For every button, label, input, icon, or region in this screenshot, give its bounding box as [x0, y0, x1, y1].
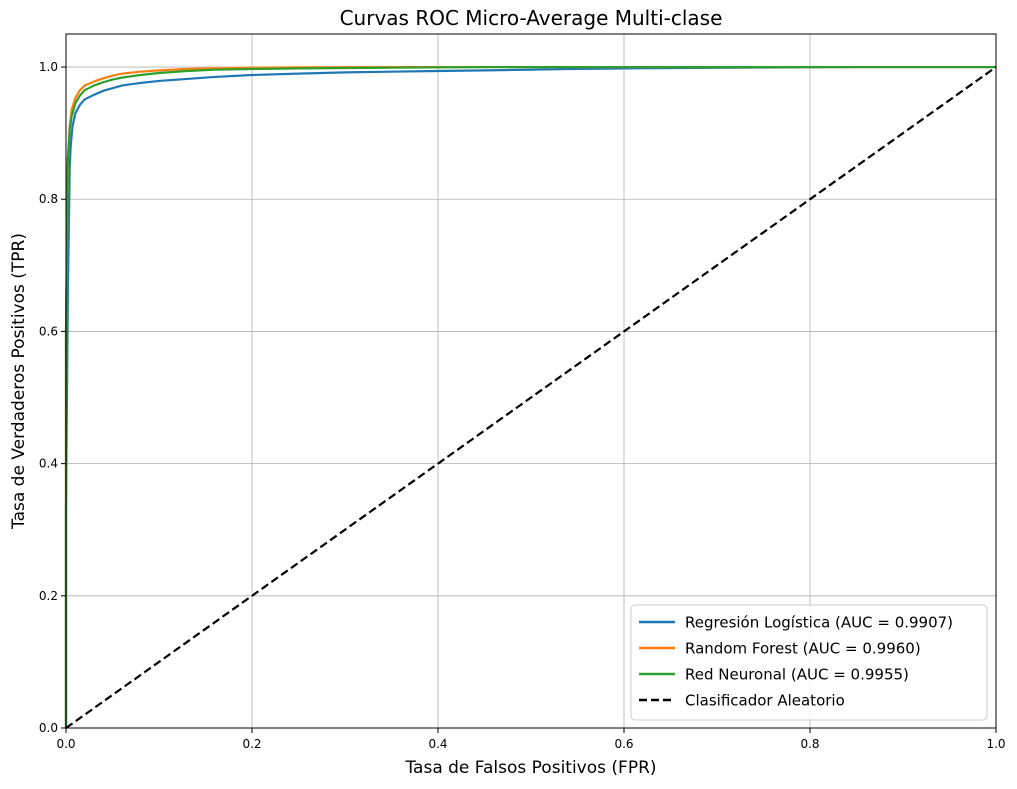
series-line-red-neuronal [64, 65, 996, 728]
plot-frame [65, 33, 997, 729]
x-tick-label: 0.2 [242, 737, 261, 751]
y-tick-label: 0.6 [39, 324, 58, 338]
legend-box [630, 604, 988, 721]
legend-label: Random Forest (AUC = 0.9960) [685, 640, 921, 658]
x-tick-label: 0.6 [614, 737, 633, 751]
axis-ticks: 0.0 0.2 0.4 0.6 0.8 1.0 0.0 0.2 0.4 0.6 0.8 1.0 [39, 60, 1006, 751]
y-tick-label: 0.4 [39, 457, 58, 471]
y-tick-label: 0.8 [39, 192, 58, 206]
series-lines [64, 65, 997, 729]
legend-label: Clasificador Aleatorio [685, 692, 845, 710]
x-tick-label: 0.8 [800, 737, 819, 751]
y-tick-label: 0.0 [39, 721, 58, 735]
x-tick-label: 1.0 [986, 737, 1005, 751]
x-tick-label: 0.4 [428, 737, 447, 751]
legend-label: Regresión Logística (AUC = 0.9907) [685, 614, 953, 632]
grid-lines [65, 34, 997, 729]
series-line-regresion-logistica [64, 65, 996, 728]
y-axis-label: Tasa de Verdaderos Positivos (TPR) [9, 233, 29, 530]
x-tick-label: 0.0 [56, 737, 75, 751]
legend: Regresión Logística (AUC = 0.9907) Random… [630, 604, 988, 721]
x-axis-label: Tasa de Falsos Positivos (FPR) [404, 758, 656, 778]
y-tick-label: 1.0 [39, 60, 58, 74]
series-line-clasificador-aleatorio [65, 66, 997, 729]
y-tick-label: 0.2 [39, 589, 58, 603]
chart-title: Curvas ROC Micro-Average Multi-clase [340, 6, 723, 30]
legend-label: Red Neuronal (AUC = 0.9955) [685, 666, 909, 684]
